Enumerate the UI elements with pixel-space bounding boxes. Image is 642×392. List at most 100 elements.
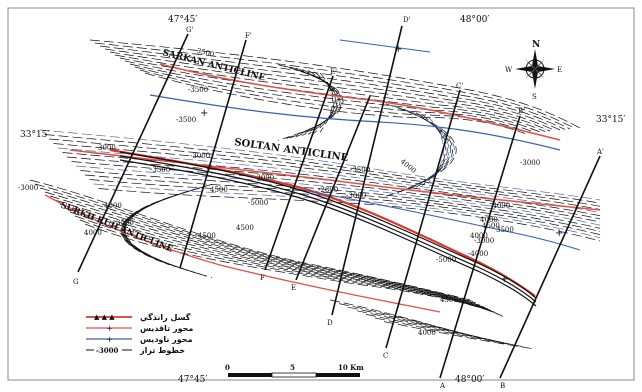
scale-five: 5: [290, 363, 295, 372]
contour-line: [124, 60, 546, 132]
contour-line: [129, 63, 541, 133]
fault-marker: +: [500, 274, 508, 285]
contour-line: [289, 66, 341, 139]
section-label-e-top: E': [330, 68, 337, 76]
contour-line: [109, 51, 561, 131]
contour-label: 4500: [482, 222, 500, 230]
contour-line: [69, 211, 495, 313]
contour-label: -3500: [188, 86, 208, 94]
lat-left: 33°15′: [20, 130, 49, 140]
contour-label: -5000: [248, 199, 268, 207]
section-line-c2: [385, 89, 461, 349]
contour-label: -4000: [490, 202, 510, 210]
contour-label: -3000: [520, 159, 540, 167]
section-label-e-bottom: E: [291, 284, 296, 292]
contour-line: [313, 71, 335, 134]
lon-bottom-left: 47°45′: [178, 375, 207, 385]
contour-line: [93, 183, 601, 239]
scale-seg-2: [271, 372, 317, 378]
contour-line: [80, 170, 601, 229]
fault-band-3: [119, 159, 537, 307]
contour-label: -3000: [18, 184, 38, 192]
contour-line: [64, 207, 492, 311]
compass-s: S: [532, 93, 537, 101]
contour-label: -3000: [474, 237, 494, 245]
section-label-b-top: B': [518, 107, 525, 115]
contour-line: [49, 195, 483, 307]
syncline-marker-top: +: [394, 44, 402, 55]
lat-right: 33°15′: [596, 115, 625, 125]
contour-line: [144, 72, 526, 134]
contour-line: [391, 105, 455, 195]
contour-line: [89, 39, 581, 129]
section-label-d-top: D': [403, 16, 411, 24]
section-label-c-bottom: C: [383, 352, 388, 360]
compass-needle-south-icon: [532, 69, 538, 89]
section-label-f-bottom: F: [260, 274, 265, 282]
middle-syncline-axis: [289, 187, 581, 251]
contour-label: 4500: [198, 232, 216, 240]
legend-anticline-label: محور تاقديس: [140, 324, 193, 334]
lon-top-left: 47°45′: [168, 15, 197, 25]
compass-needle-north-icon: [532, 49, 538, 69]
section-label-c-top: C': [456, 82, 463, 90]
contour-label: 3000: [98, 144, 116, 152]
contour-line: [365, 314, 517, 346]
contour-line: [139, 69, 531, 134]
legend: ▲ ▲ ▲ گسل رانذگي + محور تاقديس + محور نا…: [86, 312, 193, 355]
contour-label: -2800: [318, 186, 338, 194]
compass-needle-west-icon: [515, 66, 535, 72]
section-label-g-top: G': [186, 26, 194, 34]
contour-line: [277, 64, 344, 141]
legend-fault-label: گسل رانذگي: [140, 312, 191, 322]
top-syncline-axis: [339, 39, 431, 53]
contour-label: 4000: [84, 229, 102, 237]
contour-label: 3500: [496, 226, 514, 234]
contour-line: [84, 174, 601, 232]
section-line-b: [439, 115, 521, 379]
contour-label: 4500: [440, 296, 458, 304]
compass-n: N: [532, 40, 540, 50]
scale-bar: 0 5 10 Km: [225, 363, 364, 378]
compass-e: E: [557, 66, 562, 74]
contour-label: -3500: [350, 166, 370, 174]
north-arrow: N S E W: [505, 40, 562, 101]
scale-seg-1: [228, 373, 272, 377]
contour-label: 4000: [418, 329, 436, 337]
contour-line: [383, 321, 535, 350]
contour-line: [104, 48, 566, 130]
section-line-c: [331, 25, 403, 316]
legend-syncline-cross-icon: +: [106, 335, 113, 344]
contour-line: [71, 161, 601, 223]
contour-label: -3500: [176, 116, 196, 124]
contour-line: [134, 66, 536, 133]
section-line-f: [179, 39, 247, 269]
contour-line: [75, 165, 601, 226]
section-label-d-bottom: D: [327, 319, 333, 327]
compass-needle-east-icon: [535, 66, 555, 72]
sarkan-anticline-axis: [159, 63, 561, 141]
contour-label: -3000: [190, 152, 210, 160]
contour-line: [94, 42, 576, 129]
section-line-a: [499, 155, 601, 379]
legend-syncline-label: محور ناوديس: [140, 335, 193, 345]
section-label-a-bottom: A: [439, 382, 446, 388]
contour-label: -3000: [346, 192, 366, 200]
contour-line: [385, 103, 457, 197]
contour-line: [84, 223, 504, 317]
contour-line: [53, 143, 601, 210]
legend-fault-tick-icon: ▲ ▲ ▲: [94, 313, 115, 321]
compass-diag-icon-4: [525, 59, 535, 69]
contour-label: -3000: [254, 174, 274, 182]
contour-line: [89, 179, 601, 235]
contour-line: [39, 187, 477, 304]
contour-line: [319, 72, 333, 133]
cross-sections: [77, 25, 601, 379]
contour-label: 4500: [236, 224, 254, 232]
legend-contour-value: -3000: [96, 346, 119, 355]
section-line-e: [264, 75, 334, 271]
contour-label: 4000: [470, 232, 488, 240]
contour-line: [44, 134, 601, 204]
lon-top-right: 48°00′: [460, 15, 489, 25]
